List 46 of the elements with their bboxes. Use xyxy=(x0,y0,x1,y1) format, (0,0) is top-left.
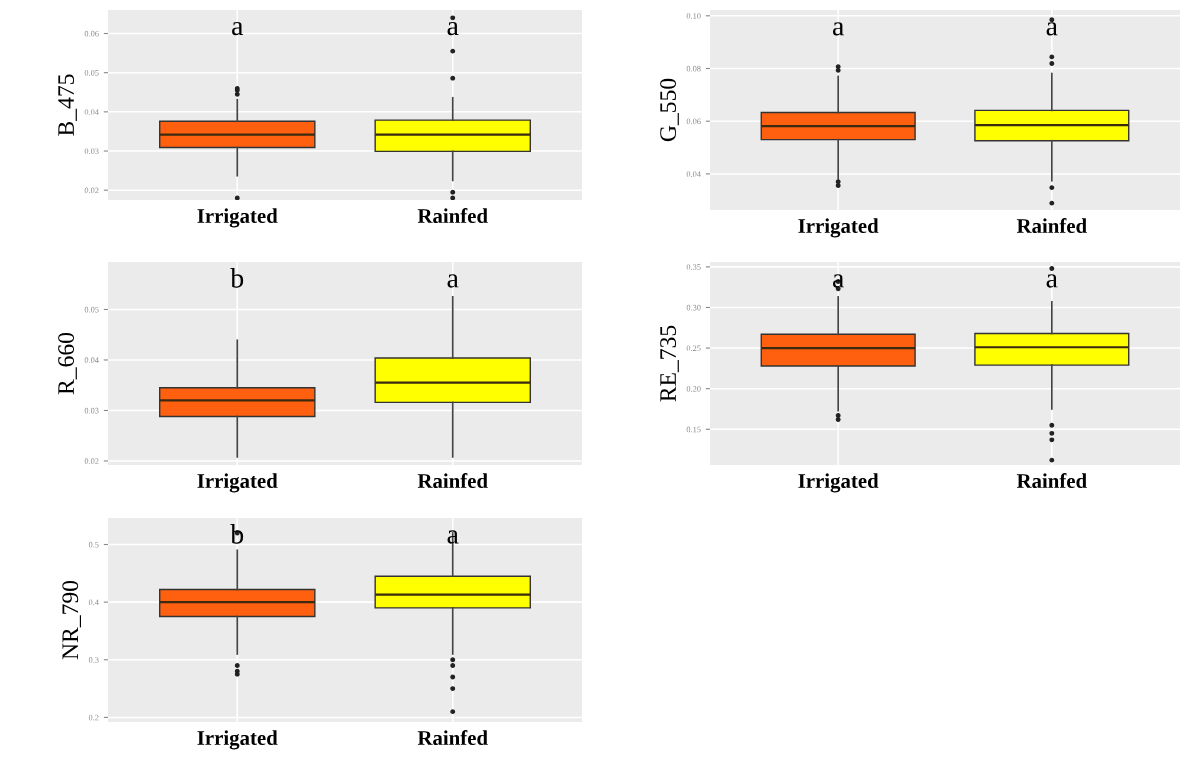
y-axis-title: G_550 xyxy=(660,78,679,142)
y-tick-label: 0.2 xyxy=(88,714,99,721)
x-tick-label: Irrigated xyxy=(798,218,879,238)
x-tick-label: Irrigated xyxy=(197,730,278,750)
y-tick-label: 0.06 xyxy=(84,30,99,37)
annotation: a xyxy=(232,21,244,36)
y-axis-title: R_660 xyxy=(58,332,77,395)
y-tick-label: 0.02 xyxy=(84,187,99,194)
x-tick-label: Irrigated xyxy=(197,473,278,493)
annotation: a xyxy=(447,274,459,288)
x-tick-label: Irrigated xyxy=(798,473,879,493)
x-tick-label: Rainfed xyxy=(417,473,488,488)
y-tick-label: 0.3 xyxy=(88,657,99,663)
annotation: a xyxy=(1046,274,1058,288)
y-tick-label: 0.03 xyxy=(84,407,99,414)
annotation: b xyxy=(230,268,244,288)
annotation: a xyxy=(447,21,459,36)
x-tick-label: Rainfed xyxy=(1016,218,1087,233)
y-tick-label: 0.02 xyxy=(84,458,99,464)
y-tick-label: 0.04 xyxy=(84,109,99,115)
y-tick-label: 0.03 xyxy=(84,148,99,155)
annotation: a xyxy=(832,22,844,36)
x-tick-label: Irrigated xyxy=(197,208,278,228)
y-tick-label: 0.06 xyxy=(686,118,701,125)
x-tick-label: Rainfed xyxy=(417,208,488,223)
y-tick-label: 0.5 xyxy=(88,541,99,548)
y-tick-label: 0.04 xyxy=(686,171,701,177)
y-axis-title: B_475 xyxy=(58,74,77,136)
y-tick-label: 0.05 xyxy=(84,70,99,76)
y-tick-label: 0.15 xyxy=(686,426,701,433)
y-tick-label: 0.04 xyxy=(84,357,99,363)
y-axis-title: RE_735 xyxy=(660,325,679,402)
y-axis-title: NR_790 xyxy=(62,580,82,660)
annotation: a xyxy=(1046,22,1058,36)
y-tick-label: 0.05 xyxy=(84,306,99,313)
x-tick-label: Rainfed xyxy=(417,730,488,745)
annotation: b xyxy=(230,524,244,544)
y-tick-label: 0.20 xyxy=(686,386,701,392)
y-tick-label: 0.4 xyxy=(88,599,99,606)
x-tick-label: Rainfed xyxy=(1016,473,1087,488)
y-tick-label: 0.10 xyxy=(686,13,701,19)
y-tick-label: 0.35 xyxy=(686,264,701,270)
annotation: a xyxy=(832,274,844,288)
y-tick-label: 0.25 xyxy=(686,345,701,352)
y-tick-label: 0.08 xyxy=(686,65,701,72)
y-tick-label: 0.30 xyxy=(686,304,701,311)
